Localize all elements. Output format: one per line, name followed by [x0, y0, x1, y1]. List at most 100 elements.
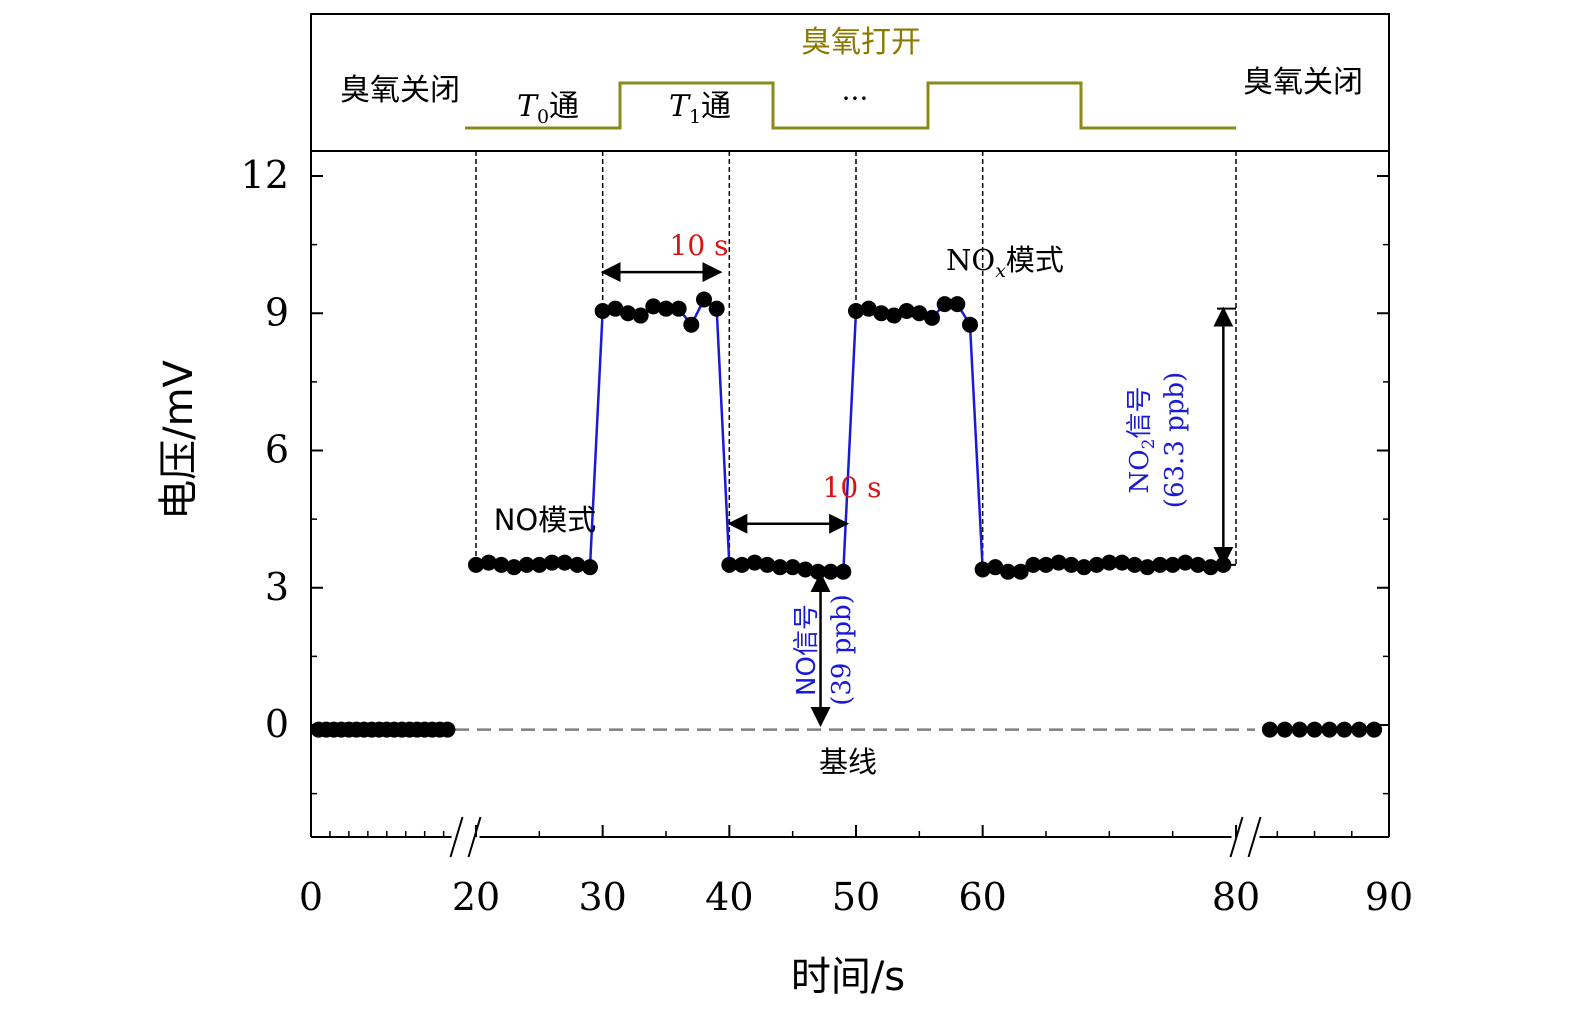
ozone-off-right-label: 臭氧关闭: [1243, 65, 1363, 100]
data-point: [746, 554, 763, 571]
axis-break-slash-b-1: [1247, 816, 1262, 858]
data-point: [1351, 721, 1368, 738]
data-point: [974, 561, 991, 578]
data-point: [1261, 721, 1278, 738]
data-point: [936, 296, 953, 313]
data-point: [683, 316, 700, 333]
data-point: [506, 559, 522, 576]
data-point: [797, 561, 814, 578]
data-point: [911, 305, 928, 322]
x-tick-label-90: 90: [1365, 875, 1413, 919]
data-point: [708, 300, 725, 317]
ten-s-label-1: 10 s: [670, 229, 729, 262]
x-tick-label-50: 50: [832, 875, 880, 919]
data-point: [518, 556, 535, 573]
data-point: [860, 300, 877, 317]
data-point: [1177, 554, 1194, 571]
data-point: [1012, 563, 1029, 580]
data-point: [1276, 721, 1293, 738]
data-point: [1076, 559, 1092, 576]
ozone-on-label: 臭氧打开: [801, 25, 921, 60]
x-tick-label-0: 0: [299, 875, 323, 919]
data-point: [898, 302, 915, 319]
data-point: [949, 296, 966, 313]
data-point: [607, 300, 624, 317]
data-point: [835, 563, 852, 580]
no2-signal-label: NO2信号 (63.3 ppb): [1125, 372, 1190, 508]
data-point: [620, 305, 636, 322]
y-tick-label-6: 6: [265, 428, 289, 472]
data-point: [569, 556, 586, 573]
data-point: [784, 559, 801, 576]
y-tick-label-9: 9: [265, 290, 289, 334]
data-point: [987, 559, 1004, 576]
x-tick-label-60: 60: [958, 875, 1006, 919]
data-point: [582, 559, 598, 576]
x-tick-label-80: 80: [1212, 875, 1260, 919]
data-point: [721, 556, 738, 573]
data-point: [924, 309, 940, 326]
series-layer: [310, 291, 1383, 738]
data-point: [1321, 721, 1338, 738]
no-signal-line1: NO信号: [792, 604, 822, 696]
data-point: [1114, 554, 1130, 571]
data-point: [696, 291, 712, 308]
data-point: [873, 305, 890, 322]
no-signal-label: NO信号 (39 ppb): [792, 594, 857, 706]
nox-mode-label: NOx模式: [946, 243, 1064, 282]
ozone-state-trace: [465, 81, 1236, 130]
annotation-arrows: [600, 262, 1236, 727]
data-point: [658, 300, 674, 317]
no2-signal-line1: NO2信号: [1125, 387, 1159, 494]
data-point: [439, 721, 456, 738]
data-point: [1190, 556, 1206, 573]
series-segment: [715, 308, 731, 565]
data-point: [1063, 556, 1080, 573]
axis-ticks: 0 3 6 9 12 0 20 30 40 50 60 80 90: [241, 153, 1414, 919]
data-point: [670, 300, 687, 317]
data-point: [493, 556, 510, 573]
data-point: [594, 302, 611, 319]
data-point: [734, 556, 750, 573]
ozone-off-left-label: 臭氧关闭: [340, 73, 460, 108]
y-tick-label-3: 3: [265, 565, 289, 609]
series-segment: [842, 310, 858, 572]
data-point: [645, 298, 662, 315]
data-point: [1038, 556, 1054, 573]
y-tick-label-12: 12: [241, 153, 289, 197]
series-segment: [968, 324, 984, 570]
baseline-label: 基线: [819, 745, 877, 779]
data-point: [1366, 721, 1383, 738]
t1-channel-label: T1通: [669, 89, 731, 128]
switch-guide-lines: [475, 151, 1237, 570]
x-axis-title: 时间/s: [791, 954, 905, 1000]
x-tick-label-30: 30: [578, 875, 626, 919]
data-point: [1306, 721, 1323, 738]
ellipsis-label: ···: [842, 82, 869, 115]
data-point: [1164, 556, 1181, 573]
data-point: [886, 307, 902, 324]
data-point: [1139, 559, 1156, 576]
data-point: [1126, 556, 1143, 573]
data-point: [1000, 563, 1016, 580]
data-point: [1088, 556, 1105, 573]
data-point: [1152, 556, 1168, 573]
data-point: [556, 554, 573, 571]
data-point: [632, 307, 649, 324]
data-point: [1336, 721, 1353, 738]
y-tick-label-0: 0: [265, 702, 289, 746]
data-point: [531, 556, 548, 573]
data-point: [772, 559, 788, 576]
data-point: [1050, 554, 1067, 571]
y-axis-title: 电压/mV: [156, 359, 202, 519]
no2-signal-line2: (63.3 ppb): [1160, 372, 1190, 508]
x-tick-label-40: 40: [705, 875, 753, 919]
data-point: [759, 556, 776, 573]
no-signal-line2: (39 ppb): [827, 594, 857, 706]
data-point: [962, 316, 978, 333]
ten-s-label-2: 10 s: [823, 471, 882, 504]
data-point: [480, 554, 497, 571]
data-point: [468, 556, 484, 573]
data-point: [1025, 556, 1042, 573]
